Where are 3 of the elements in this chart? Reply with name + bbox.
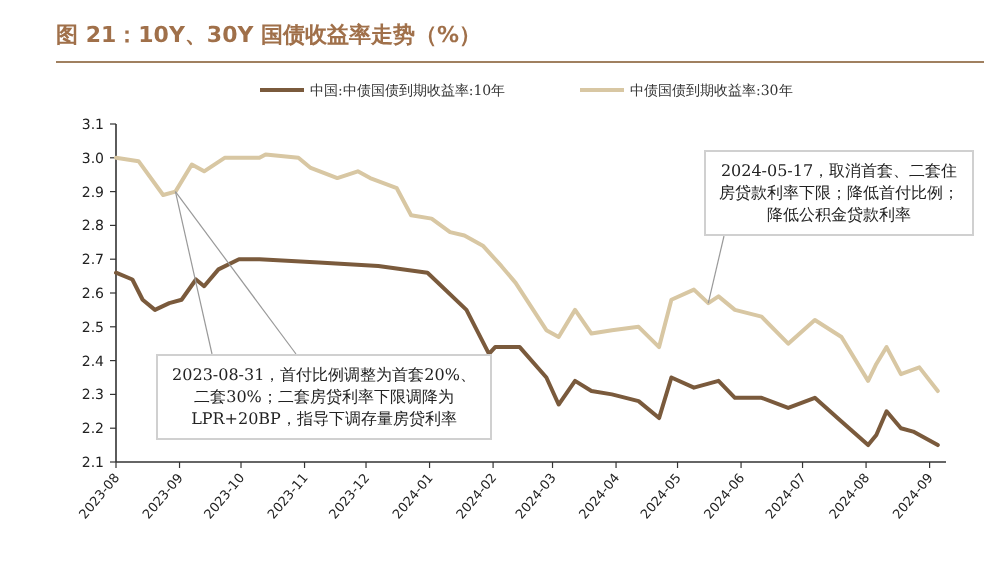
annotation: 2024-05-17，取消首套、二套住房贷款利率下限；降低首付比例；降低公积金贷款利率: [704, 150, 974, 236]
chart-title: 图 21：10Y、30Y 国债收益率走势（%）: [56, 22, 482, 48]
annotation: 2023-08-31，首付比例调整为首套20%、二套30%；二套房贷利率下限调降为LPR+20BP，指导下调存量房贷利率: [156, 354, 492, 440]
